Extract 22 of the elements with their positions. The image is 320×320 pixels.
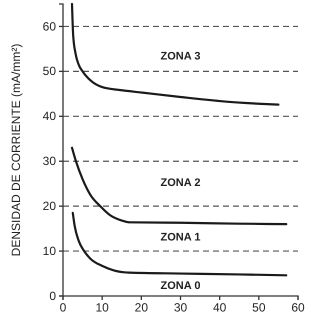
annotation: ZONA 2 <box>160 176 200 189</box>
annotation: ZONA 1 <box>160 232 200 244</box>
x-tick-label: 0 <box>60 300 67 315</box>
line-series <box>70 2 280 106</box>
x-tick-label: 60 <box>291 300 305 315</box>
line-series <box>70 146 288 226</box>
x-tick-label: 30 <box>174 300 188 315</box>
annotation: ZONA 0 <box>160 280 200 292</box>
line-series <box>72 212 288 276</box>
y-tick-label: 30 <box>42 154 56 168</box>
x-tick-label: 40 <box>212 300 227 315</box>
x-tick-label: 50 <box>252 300 266 315</box>
y-tick-label: 50 <box>42 64 56 78</box>
y-tick-label: 40 <box>42 109 56 124</box>
annotation: ZONA 3 <box>160 50 200 62</box>
y-tick-label: 60 <box>42 19 56 34</box>
y-axis-title: DENSIDAD DE CORRIENTE (mA/mm²) <box>9 44 23 256</box>
x-tick-label: 10 <box>95 300 110 315</box>
x-tick-label: 20 <box>134 300 148 315</box>
y-tick-label: 10 <box>42 244 56 258</box>
y-tick-label: 0 <box>49 288 56 303</box>
y-tick-label: 20 <box>42 198 56 213</box>
